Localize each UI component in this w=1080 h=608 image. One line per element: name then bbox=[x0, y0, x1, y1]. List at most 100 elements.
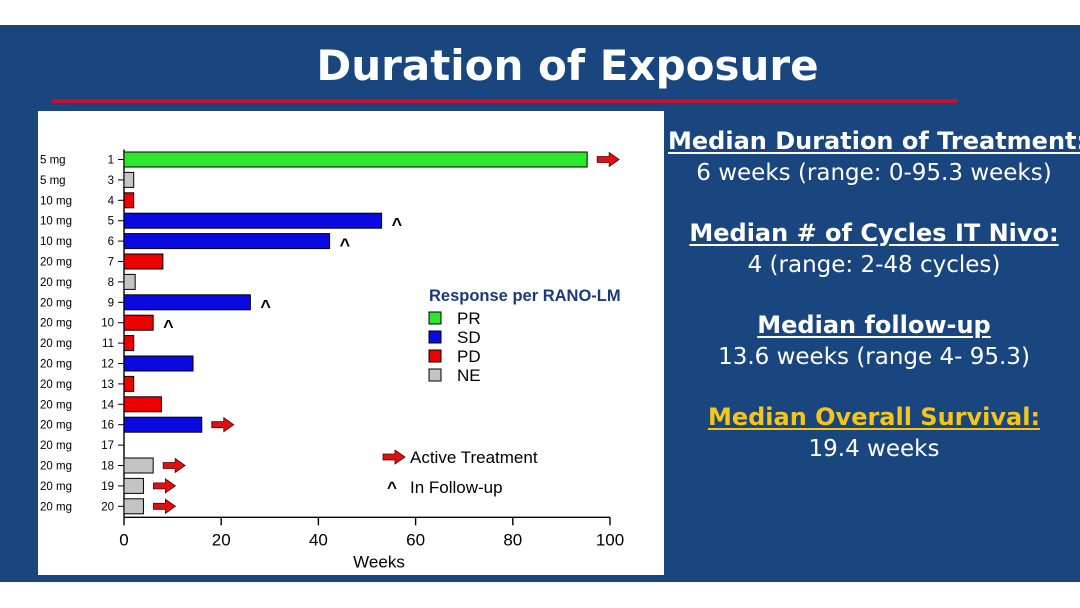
slide-title: Duration of Exposure bbox=[316, 41, 819, 90]
bar-patient-5-sd bbox=[123, 212, 383, 229]
bar-patient-10-pd bbox=[123, 314, 154, 331]
legend-label-sd: SD bbox=[457, 328, 481, 347]
legend-active-arrow bbox=[382, 449, 406, 465]
patient-id-label: 8 bbox=[108, 277, 114, 289]
patient-id-label: 10 bbox=[101, 318, 114, 330]
patient-id-label: 5 bbox=[108, 216, 114, 228]
legend-title: Response per RANO-LM bbox=[429, 287, 621, 305]
patient-id-label: 9 bbox=[108, 297, 114, 309]
patient-id-label: 19 bbox=[101, 481, 114, 493]
dose-label: 20 mg bbox=[40, 420, 72, 432]
x-tick-label: 20 bbox=[212, 530, 231, 549]
bar-patient-7-pd bbox=[123, 253, 164, 270]
patient-id-label: 11 bbox=[102, 338, 114, 350]
legend-swatch-pd bbox=[428, 349, 442, 363]
follow-up-caret: ^ bbox=[260, 296, 271, 316]
dose-label: 20 mg bbox=[40, 277, 72, 289]
patient-id-label: 16 bbox=[101, 420, 114, 432]
chart-panel: 5 mg 1 5 mg 3 10 mg 4 10 mg 5 ^ 10 mg 6 ^ 20 mg 7 20 m… bbox=[38, 111, 664, 575]
dose-label: 10 mg bbox=[40, 216, 72, 228]
patient-id-label: 7 bbox=[108, 257, 114, 269]
patient-id-label: 13 bbox=[101, 379, 114, 391]
active-treatment-arrow bbox=[153, 478, 177, 494]
duration-swimmer-chart: 5 mg 1 5 mg 3 10 mg 4 10 mg 5 ^ 10 mg 6 ^ 20 mg 7 20 m… bbox=[40, 149, 624, 571]
bar-patient-18-ne bbox=[123, 457, 154, 474]
legend-swatch-ne bbox=[428, 368, 442, 382]
stat-heading: Median follow-up bbox=[757, 311, 991, 339]
legend-label-ne: NE bbox=[457, 366, 481, 385]
stat-value: 4 (range: 2-48 cycles) bbox=[747, 252, 1001, 278]
dose-label: 20 mg bbox=[40, 359, 72, 371]
active-treatment-arrow bbox=[211, 416, 235, 433]
bar-patient-8-ne bbox=[123, 273, 136, 290]
bar-patient-19-ne bbox=[123, 477, 144, 494]
patient-id-label: 3 bbox=[108, 175, 114, 187]
dose-label: 20 mg bbox=[40, 297, 72, 309]
bar-patient-11-pd bbox=[123, 335, 135, 352]
legend-swatch-pr bbox=[428, 311, 442, 325]
legend-active-label: Active Treatment bbox=[410, 448, 538, 467]
legend-followup-label: In Follow-up bbox=[410, 478, 503, 497]
patient-id-label: 20 bbox=[101, 501, 114, 513]
stat-heading: Median Overall Survival: bbox=[707, 403, 1041, 431]
legend-swatch-sd bbox=[428, 330, 442, 344]
active-treatment-arrow bbox=[153, 498, 177, 515]
title-underline bbox=[52, 99, 958, 103]
dose-label: 20 mg bbox=[40, 461, 72, 473]
bar-patient-4-pd bbox=[123, 192, 135, 209]
bar-patient-1-pr bbox=[123, 151, 588, 168]
stat-value: 19.4 weeks bbox=[808, 436, 940, 462]
stat-cycles: Median # of Cycles IT Nivo: 4 (range: 2-… bbox=[668, 217, 1080, 281]
dose-label: 20 mg bbox=[40, 338, 72, 350]
stat-value: 6 weeks (range: 0-95.3 weeks) bbox=[696, 160, 1052, 186]
dose-label: 20 mg bbox=[40, 481, 72, 493]
stat-heading: Median Duration of Treatment: bbox=[668, 127, 1080, 155]
patient-id-label: 4 bbox=[108, 195, 115, 207]
follow-up-caret: ^ bbox=[163, 317, 174, 337]
dose-label: 20 mg bbox=[40, 440, 72, 452]
dose-label: 5 mg bbox=[40, 175, 66, 187]
bar-patient-12-sd bbox=[123, 355, 194, 372]
dose-label: 10 mg bbox=[40, 195, 72, 207]
dose-label: 20 mg bbox=[40, 501, 72, 513]
x-tick-label: 0 bbox=[119, 530, 128, 549]
x-tick-label: 60 bbox=[406, 530, 425, 549]
patient-id-label: 18 bbox=[101, 461, 114, 473]
stat-heading: Median # of Cycles IT Nivo: bbox=[689, 219, 1059, 247]
patient-id-label: 17 bbox=[101, 440, 114, 452]
slide: Duration of Exposure 5 mg 1 5 mg 3 10 mg 4 10 … bbox=[0, 25, 1080, 582]
x-tick-label: 80 bbox=[503, 530, 522, 549]
patient-id-label: 12 bbox=[101, 359, 114, 371]
x-tick-label: 40 bbox=[309, 530, 328, 549]
stat-overall-survival: Median Overall Survival: 19.4 weeks bbox=[668, 401, 1080, 465]
dose-label: 20 mg bbox=[40, 257, 72, 269]
dose-label: 10 mg bbox=[40, 236, 72, 248]
active-treatment-arrow bbox=[162, 457, 186, 474]
follow-up-caret: ^ bbox=[340, 235, 351, 255]
bar-patient-20-ne bbox=[123, 498, 144, 515]
stat-treatment-duration: Median Duration of Treatment: 6 weeks (r… bbox=[668, 125, 1080, 189]
stat-follow-up: Median follow-up 13.6 weeks (range 4- 95… bbox=[668, 309, 1080, 373]
bar-patient-16-sd bbox=[123, 416, 203, 433]
summary-stats: Median Duration of Treatment: 6 weeks (r… bbox=[668, 125, 1080, 493]
patient-id-label: 1 bbox=[108, 155, 114, 167]
bar-patient-6-sd bbox=[123, 233, 331, 250]
legend-label-pd: PD bbox=[457, 347, 481, 366]
dose-label: 20 mg bbox=[40, 318, 72, 330]
bar-patient-9-sd bbox=[123, 294, 251, 311]
bar-patient-13-pd bbox=[123, 375, 135, 392]
legend-caret-symbol: ^ bbox=[387, 478, 397, 497]
patient-id-label: 14 bbox=[101, 399, 114, 411]
dose-label: 20 mg bbox=[40, 379, 72, 391]
follow-up-caret: ^ bbox=[392, 215, 403, 235]
bar-patient-14-pd bbox=[123, 396, 162, 413]
legend-label-pr: PR bbox=[457, 309, 481, 328]
stat-value: 13.6 weeks (range 4- 95.3) bbox=[718, 344, 1030, 370]
x-axis-title: Weeks bbox=[353, 552, 405, 571]
patient-id-label: 6 bbox=[108, 236, 114, 248]
dose-label: 5 mg bbox=[40, 155, 66, 167]
x-tick-label: 100 bbox=[596, 530, 624, 549]
bar-patient-3-ne bbox=[123, 171, 135, 188]
dose-label: 20 mg bbox=[40, 399, 72, 411]
active-treatment-arrow bbox=[596, 151, 620, 168]
